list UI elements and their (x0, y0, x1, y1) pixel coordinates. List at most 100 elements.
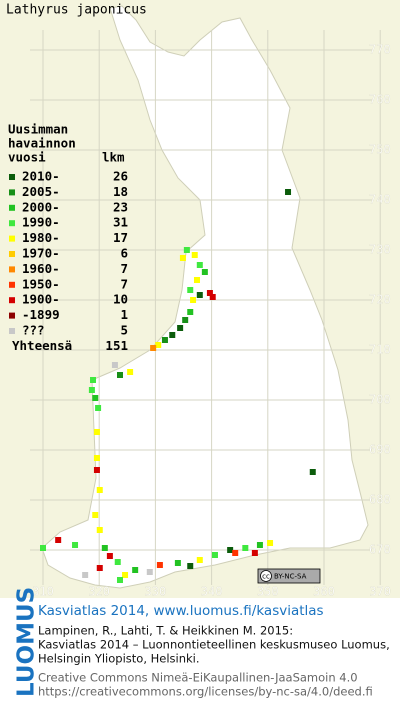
observation-square (183, 247, 190, 253)
observation-square (116, 372, 123, 378)
observation-square (72, 542, 79, 548)
legend-count: 6 (120, 246, 128, 261)
x-tick-label: 350 (257, 585, 279, 599)
license-line: https://creativecommons.org/licenses/by-… (38, 685, 373, 699)
footer-bg (0, 598, 400, 702)
observation-square (182, 317, 189, 323)
citation-line: Helsingin Yliopisto, Helsinki. (38, 652, 200, 666)
legend-count: 10 (113, 292, 128, 307)
y-tick-label: 710 (369, 343, 391, 357)
legend-label: 1980- (22, 230, 60, 245)
observation-square (96, 565, 103, 571)
legend-count: 23 (113, 199, 128, 214)
badge-terms: BY-NC-SA (274, 573, 307, 581)
observation-square (187, 287, 194, 293)
legend-count: 7 (120, 276, 128, 291)
legend-heading: vuosi (8, 150, 46, 165)
observation-square (191, 252, 198, 258)
legend-total: 151 (105, 338, 128, 353)
legend-swatch (9, 251, 15, 257)
legend-label: 2010- (22, 169, 60, 184)
legend-label: 1950- (22, 276, 60, 291)
legend-count-heading: lkm (102, 150, 125, 165)
observation-square (88, 387, 95, 393)
observation-square (201, 269, 208, 275)
x-tick-label: 320 (88, 585, 110, 599)
observation-square (196, 557, 203, 563)
observation-square (242, 545, 249, 551)
observation-square (114, 559, 121, 565)
legend-swatch (9, 189, 15, 196)
x-tick-label: 340 (201, 585, 223, 599)
observation-square (156, 562, 163, 568)
observation-square (95, 405, 102, 411)
observation-square (209, 294, 216, 300)
legend-swatch (9, 204, 15, 211)
x-tick-label: 310 (32, 585, 54, 599)
y-tick-label: 700 (369, 393, 391, 407)
observation-square (116, 577, 123, 583)
badge-cc: cc (262, 573, 270, 581)
x-tick-label: 370 (369, 585, 391, 599)
observation-square (155, 342, 162, 348)
observation-square (227, 547, 234, 553)
observation-square (111, 362, 118, 368)
finland-land (41, 5, 369, 589)
y-tick-label: 720 (369, 293, 391, 307)
y-tick-label: 690 (369, 443, 391, 457)
legend-count: 17 (113, 230, 128, 245)
legend-swatch (9, 220, 15, 227)
legend-count: 5 (120, 323, 128, 338)
x-tick-label: 360 (313, 585, 335, 599)
observation-square (40, 545, 46, 551)
y-tick-label: 680 (369, 493, 391, 507)
observation-square (193, 277, 200, 283)
observation-square (132, 567, 139, 573)
citation-line: Kasviatlas 2014 – Luonnontieteellinen ke… (38, 638, 390, 652)
observation-square (90, 377, 97, 383)
observation-square (106, 553, 113, 559)
observation-square (55, 537, 62, 543)
legend-swatch (9, 312, 15, 319)
atlas-link[interactable]: Kasviatlas 2014, www.luomus.fi/kasviatla… (38, 603, 324, 619)
observation-square (92, 395, 99, 401)
y-tick-label: 740 (369, 193, 391, 207)
legend-heading: havainnon (8, 136, 76, 151)
legend-label: 2000- (22, 199, 60, 214)
observation-square (190, 297, 197, 303)
observation-square (179, 255, 186, 261)
legend-label: 1900- (22, 292, 60, 307)
observation-square (93, 429, 100, 435)
observation-square (161, 337, 168, 343)
legend-label: ??? (22, 323, 45, 338)
legend-count: 31 (113, 215, 128, 230)
citation-line: Lampinen, R., Lahti, T. & Heikkinen M. 2… (38, 624, 293, 638)
observation-square (285, 189, 292, 195)
observation-square (251, 550, 258, 556)
legend-label: 2005- (22, 184, 60, 199)
legend-swatch (9, 266, 15, 273)
observation-square (146, 569, 153, 575)
observation-square (174, 560, 181, 566)
footer: Lampinen, R., Lahti, T. & Heikkinen M. 2… (38, 624, 390, 699)
legend-swatch (9, 297, 15, 304)
legend-heading: Uusimman (8, 122, 68, 137)
observation-square (177, 325, 184, 331)
legend-label: 1960- (22, 261, 60, 276)
observation-square (256, 542, 263, 548)
license-line: Creative Commons Nimeä-EiKaupallinen-Jaa… (38, 671, 358, 685)
y-tick-label: 670 (369, 543, 391, 557)
y-tick-label: 730 (369, 243, 391, 257)
y-tick-label: 750 (369, 143, 391, 157)
observation-square (196, 292, 203, 298)
legend-swatch (9, 235, 15, 242)
legend-label: -1899 (22, 307, 60, 322)
observation-square (267, 540, 274, 546)
grid: 310 320 330 340 350 360 3706706806907007107207… (30, 30, 391, 599)
legend-total-label: Yhteensä (12, 338, 72, 353)
observation-square (206, 290, 213, 296)
logo: LUOMUS (14, 587, 40, 697)
